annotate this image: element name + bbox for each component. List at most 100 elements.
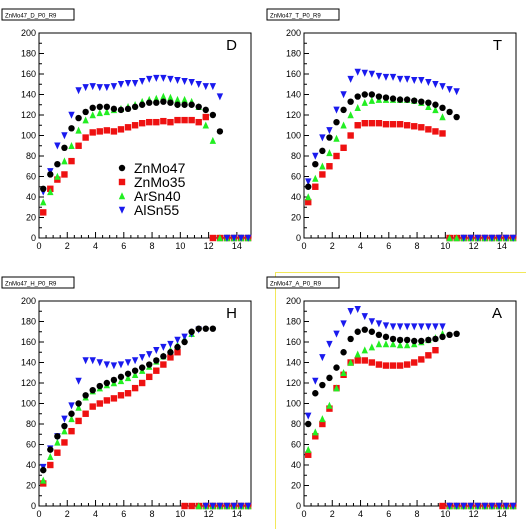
chart-svg-d: ZnMo47_D_P0_R902040608010012014016018020… — [1, 8, 252, 251]
data-point — [54, 438, 61, 446]
data-point — [333, 330, 340, 338]
data-point — [209, 136, 217, 144]
y-tick-label: 180 — [21, 317, 36, 327]
data-point — [131, 371, 139, 378]
plot-frame — [303, 32, 517, 239]
chart-panel-a: ZnMo47_A_P0_R9 0 20 40 60 80 100 120 140 160 180 20… — [265, 268, 525, 528]
data-point — [460, 234, 467, 242]
x-tick-label: 2 — [65, 241, 70, 251]
y-tick-label: 200 — [21, 296, 36, 306]
data-point — [195, 103, 202, 111]
data-point — [110, 395, 118, 402]
data-point — [425, 79, 432, 86]
data-point — [174, 336, 181, 344]
y-tick-label: 60 — [291, 440, 301, 450]
data-point — [361, 326, 368, 333]
data-point — [96, 359, 103, 367]
series-alsn55 — [40, 74, 252, 242]
y-tick-label: 20 — [26, 481, 36, 491]
data-point — [174, 76, 181, 84]
data-point — [326, 149, 333, 157]
data-point — [75, 417, 82, 425]
legend-marker — [118, 206, 126, 214]
panel-corner-label: D — [226, 37, 237, 54]
data-point — [418, 98, 425, 105]
data-point — [319, 147, 326, 155]
data-point — [326, 340, 333, 348]
data-point — [361, 91, 368, 98]
data-point — [403, 336, 411, 344]
data-point — [403, 75, 411, 83]
data-point — [375, 72, 383, 80]
series-arsn40 — [40, 330, 252, 510]
data-point — [396, 362, 404, 369]
data-point — [117, 81, 125, 89]
data-point — [40, 476, 47, 484]
data-point — [153, 118, 160, 126]
data-point — [61, 157, 68, 165]
data-point — [425, 336, 432, 344]
x-tick-label: 8 — [150, 509, 155, 519]
data-point — [488, 234, 496, 242]
data-point — [319, 420, 326, 428]
data-point — [340, 320, 347, 328]
data-point — [305, 451, 312, 458]
data-point — [453, 502, 460, 510]
y-tick-label: 200 — [286, 28, 301, 38]
y-tick-label: 20 — [26, 213, 36, 223]
chart-panel-h: ZnMo47_H_P0_R9 0 20 40 60 80 100 120 140 160 180 20… — [0, 268, 260, 528]
data-point — [382, 322, 390, 330]
data-point — [82, 410, 89, 417]
data-point — [181, 333, 188, 341]
data-point — [488, 502, 496, 510]
data-point — [389, 323, 397, 331]
data-point — [103, 103, 111, 111]
data-point — [82, 84, 89, 92]
data-point — [202, 121, 209, 129]
x-tick-label: 4 — [93, 241, 98, 251]
series-znmo35 — [40, 349, 252, 510]
data-point — [312, 183, 319, 190]
x-tick-label: 0 — [36, 509, 41, 519]
data-point — [481, 502, 489, 510]
data-point — [389, 340, 397, 348]
data-point — [146, 351, 153, 359]
x-tick-label: 10 — [440, 509, 450, 519]
data-point — [40, 185, 47, 192]
data-point — [347, 132, 354, 139]
data-point — [174, 349, 181, 356]
x-tick-label: 2 — [330, 241, 335, 251]
data-point — [202, 113, 209, 121]
data-point — [188, 328, 195, 335]
data-point — [216, 234, 224, 242]
series-alsn55 — [305, 68, 517, 242]
data-point — [333, 384, 340, 392]
x-tick-label: 8 — [415, 509, 420, 519]
y-tick-label: 120 — [286, 110, 301, 120]
data-point — [467, 502, 474, 510]
data-point — [146, 373, 153, 381]
data-point — [117, 126, 125, 133]
data-point — [153, 74, 160, 82]
data-point — [153, 99, 160, 106]
y-tick-label: 0 — [296, 501, 301, 511]
data-point — [418, 76, 425, 84]
data-point — [439, 333, 446, 341]
data-point — [411, 359, 418, 366]
data-point — [326, 401, 333, 409]
data-point — [103, 397, 111, 404]
data-point — [425, 323, 432, 331]
data-point — [68, 402, 75, 410]
data-point — [446, 234, 453, 242]
y-tick-label: 0 — [31, 233, 36, 243]
y-tick-label: 60 — [26, 440, 36, 450]
data-point — [96, 109, 103, 117]
data-point — [432, 347, 439, 354]
data-point — [160, 117, 167, 125]
data-point — [47, 446, 54, 453]
data-point — [481, 234, 489, 242]
data-point — [40, 209, 47, 216]
data-point — [389, 121, 397, 128]
x-tick-label: 10 — [440, 241, 450, 251]
data-point — [340, 106, 347, 114]
